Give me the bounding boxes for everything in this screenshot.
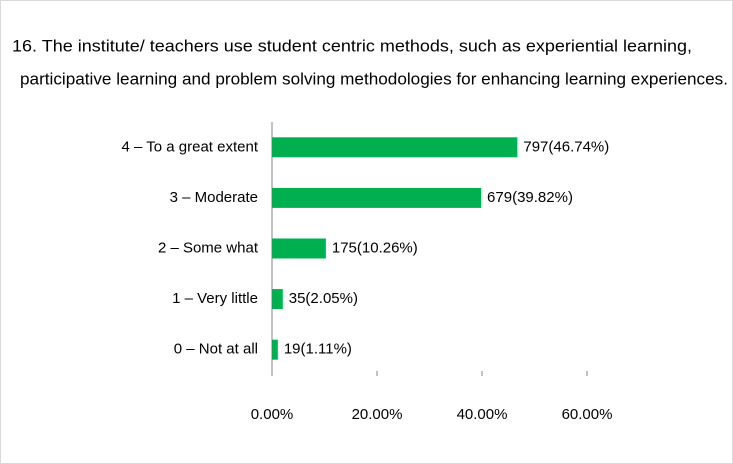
x-tick-label: 40.00% xyxy=(457,406,508,423)
y-tick-label: 4 – To a great extent xyxy=(122,138,259,155)
bar xyxy=(272,289,283,310)
bar xyxy=(272,339,278,360)
x-tick-label: 20.00% xyxy=(352,406,403,423)
chart-title: 16. The institute/ teachers use student … xyxy=(12,36,692,55)
y-tick-label: 3 – Moderate xyxy=(170,189,258,206)
y-tick-label: 1 – Very little xyxy=(172,290,258,307)
bar xyxy=(272,187,482,208)
data-label: 19(1.11%) xyxy=(284,341,352,358)
y-tick-label: 0 – Not at all xyxy=(174,341,258,358)
data-label: 35(2.05%) xyxy=(289,290,358,307)
x-tick-label: 60.00% xyxy=(562,406,613,423)
data-label: 797(46.74%) xyxy=(523,138,609,155)
data-label: 175(10.26%) xyxy=(332,239,418,256)
y-tick-label: 2 – Some what xyxy=(158,239,259,256)
bar xyxy=(272,137,518,158)
data-label: 679(39.82%) xyxy=(487,189,573,206)
chart-title: participative learning and problem solvi… xyxy=(20,69,728,88)
x-tick-label: 0.00% xyxy=(251,406,294,423)
bar xyxy=(272,238,326,259)
